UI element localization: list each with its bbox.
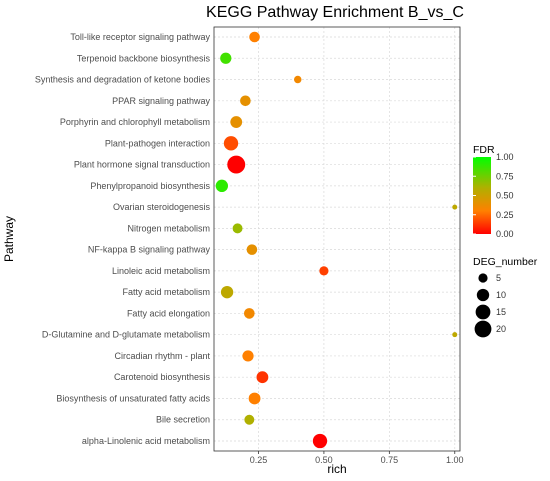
y-tick-label: PPAR signaling pathway bbox=[112, 96, 210, 106]
data-point bbox=[244, 414, 255, 425]
deg-legend: DEG_number 5 10 15 20 bbox=[473, 256, 538, 338]
data-point bbox=[312, 433, 328, 449]
data-point bbox=[230, 116, 243, 128]
deg-items: 5 10 15 20 bbox=[474, 273, 506, 338]
data-point bbox=[244, 308, 255, 319]
deg-legend-dot bbox=[476, 288, 490, 302]
y-tick-label: Carotenoid biosynthesis bbox=[114, 372, 211, 382]
fdr-tick-label: 0.50 bbox=[496, 191, 514, 201]
y-tick-label: Phenylpropanoid biosynthesis bbox=[90, 181, 210, 191]
fdr-tick-label: 0.00 bbox=[496, 229, 514, 239]
data-point bbox=[227, 155, 246, 174]
deg-legend-label: 5 bbox=[496, 273, 501, 283]
y-axis-title: Pathway bbox=[2, 216, 16, 262]
y-tick-label: Ovarian steroidogenesis bbox=[113, 202, 211, 212]
data-point bbox=[452, 204, 458, 210]
data-point bbox=[240, 95, 251, 107]
fdr-tick-label: 1.00 bbox=[496, 152, 514, 162]
data-points bbox=[215, 31, 458, 449]
x-tick-label: 0.50 bbox=[315, 455, 333, 465]
data-point bbox=[248, 392, 261, 405]
fdr-legend: FDR 1.00 0.75 0.50 0.25 0.00 bbox=[473, 144, 514, 239]
data-point bbox=[220, 285, 234, 299]
y-tick-label: alpha-Linolenic acid metabolism bbox=[82, 436, 210, 446]
x-axis-title: rich bbox=[327, 462, 346, 476]
y-tick-label: NF-kappa B signaling pathway bbox=[88, 245, 211, 255]
y-tick-label: Terpenoid backbone biosynthesis bbox=[77, 53, 211, 63]
chart-title: KEGG Pathway Enrichment B_vs_C bbox=[206, 4, 464, 21]
deg-legend-dot bbox=[478, 273, 488, 283]
y-tick-label: Plant hormone signal transduction bbox=[74, 160, 210, 170]
y-tick-label: Toll-like receptor signaling pathway bbox=[70, 32, 210, 42]
x-axis: 0.25 0.50 0.75 1.00 bbox=[250, 451, 464, 465]
data-point bbox=[223, 136, 239, 151]
y-tick-label: Fatty acid metabolism bbox=[122, 287, 210, 297]
y-tick-label: D-Glutamine and D-glutamate metabolism bbox=[42, 330, 210, 340]
data-point bbox=[242, 350, 254, 362]
y-tick-label: Circadian rhythm - plant bbox=[114, 351, 210, 361]
data-point bbox=[232, 223, 243, 234]
fdr-legend-title: FDR bbox=[473, 144, 495, 156]
fdr-tick-label: 0.75 bbox=[496, 171, 514, 181]
fdr-ticks: 1.00 0.75 0.50 0.25 0.00 bbox=[473, 152, 514, 239]
y-tick-label: Porphyrin and chlorophyll metabolism bbox=[60, 117, 210, 127]
fdr-colorbar bbox=[473, 157, 491, 234]
data-point bbox=[215, 179, 229, 193]
y-tick-label: Biosynthesis of unsaturated fatty acids bbox=[56, 393, 210, 403]
deg-legend-title: DEG_number bbox=[473, 256, 538, 268]
data-point bbox=[246, 244, 258, 255]
y-tick-label: Fatty acid elongation bbox=[127, 308, 210, 318]
data-point bbox=[452, 332, 458, 338]
data-point bbox=[220, 52, 232, 64]
data-point bbox=[319, 266, 329, 276]
fdr-tick-label: 0.25 bbox=[496, 210, 514, 220]
deg-legend-dot bbox=[475, 304, 491, 320]
x-tick-label: 0.75 bbox=[381, 455, 399, 465]
deg-legend-dot bbox=[474, 320, 492, 338]
y-axis: Toll-like receptor signaling pathway Terp… bbox=[35, 32, 211, 446]
y-tick-label: Synthesis and degradation of ketone bodi… bbox=[35, 75, 211, 85]
deg-legend-label: 15 bbox=[496, 307, 506, 317]
y-tick-label: Nitrogen metabolism bbox=[127, 223, 210, 233]
data-point bbox=[294, 75, 302, 84]
x-tick-label: 0.25 bbox=[250, 455, 268, 465]
grid-lines bbox=[214, 27, 460, 451]
plot-border bbox=[213, 26, 461, 452]
deg-legend-label: 10 bbox=[496, 290, 506, 300]
x-tick-label: 1.00 bbox=[446, 455, 464, 465]
y-tick-label: Plant-pathogen interaction bbox=[105, 138, 210, 148]
data-point bbox=[256, 371, 269, 384]
data-point bbox=[249, 31, 260, 43]
deg-legend-label: 20 bbox=[496, 324, 506, 334]
y-tick-label: Linoleic acid metabolism bbox=[112, 266, 210, 276]
y-tick-label: Bile secretion bbox=[156, 415, 210, 425]
